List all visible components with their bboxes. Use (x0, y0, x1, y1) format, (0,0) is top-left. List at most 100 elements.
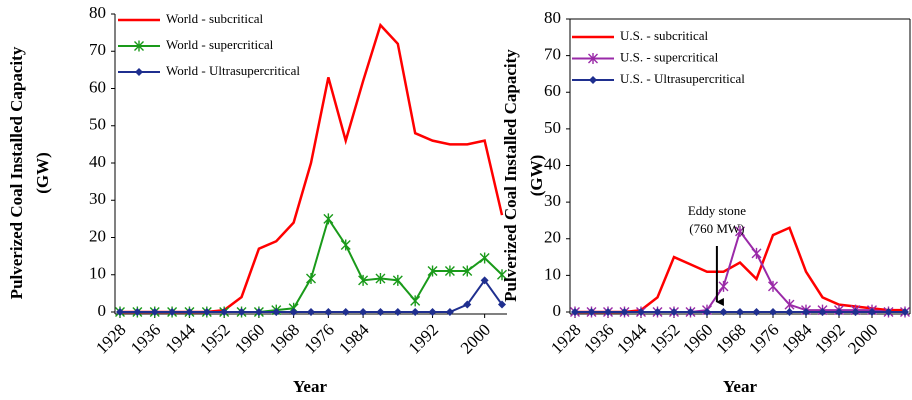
point (202, 308, 211, 316)
point (588, 53, 598, 64)
y-tick-label: 50 (89, 115, 106, 134)
x-tick-label: 2000 (844, 320, 881, 357)
point (272, 308, 281, 316)
point (168, 308, 177, 316)
point (480, 276, 489, 285)
point (637, 308, 645, 316)
legend-label: U.S. - Ultrasupercritical (620, 71, 745, 86)
series-line (120, 216, 503, 313)
point (768, 280, 778, 292)
x-tick-label: 1960 (679, 320, 716, 357)
x-tick-label: 1992 (405, 320, 442, 357)
point (901, 308, 909, 316)
point (392, 274, 403, 286)
point (150, 308, 159, 316)
x-tick-label: 1968 (712, 320, 749, 357)
legend-label: World - subcritical (166, 11, 264, 26)
legend-label: World - supercritical (166, 37, 274, 52)
x-tick-label: 1976 (745, 320, 782, 357)
point (254, 308, 263, 316)
point (393, 308, 402, 316)
point (307, 308, 315, 316)
point (479, 252, 490, 264)
point (498, 300, 506, 309)
point (670, 308, 678, 316)
annotation: (760 MW) (689, 221, 744, 236)
point (835, 308, 843, 316)
x-tick-label: 1928 (547, 320, 584, 357)
y-axis-title: (GW) (527, 155, 546, 197)
point (736, 308, 744, 316)
point (135, 68, 143, 76)
point (359, 308, 368, 316)
point (587, 308, 596, 316)
y-tick-label: 80 (544, 8, 561, 27)
point (375, 272, 386, 284)
point (769, 308, 777, 316)
y-axis-title: (GW) (33, 152, 52, 194)
x-tick-label: 1952 (196, 320, 233, 357)
y-tick-label: 0 (553, 301, 562, 320)
y-tick-label: 10 (544, 264, 561, 283)
point (802, 308, 810, 316)
point (604, 308, 612, 316)
y-tick-label: 10 (89, 264, 106, 283)
point (571, 308, 579, 316)
point (427, 265, 438, 277)
y-tick-label: 40 (544, 154, 561, 173)
legend-label: U.S. - subcritical (620, 28, 708, 43)
point (735, 225, 745, 237)
point (341, 308, 350, 316)
point (410, 295, 421, 307)
y-tick-label: 0 (98, 301, 107, 320)
point (358, 274, 369, 286)
point (428, 308, 437, 316)
y-tick-label: 80 (89, 3, 106, 22)
y-tick-label: 60 (89, 77, 106, 96)
x-tick-label: 1992 (811, 320, 848, 357)
y-tick-label: 30 (89, 189, 106, 208)
point (851, 308, 860, 316)
point (868, 308, 876, 316)
y-tick-label: 40 (89, 152, 106, 171)
y-tick-label: 20 (544, 228, 561, 247)
y-axis-title: Pulverized Coal Installed Capacity (7, 46, 26, 299)
x-tick-label: 1936 (580, 320, 617, 357)
annotation: Eddy stone (688, 203, 746, 218)
point (462, 265, 473, 277)
point (718, 280, 729, 292)
y-tick-label: 60 (544, 81, 561, 100)
x-tick-label: 1944 (162, 320, 200, 358)
point (237, 308, 246, 316)
x-tick-label: 2000 (457, 320, 494, 357)
point (818, 308, 827, 316)
y-tick-label: 20 (89, 226, 106, 245)
point (340, 239, 351, 251)
x-axis-title: Year (723, 377, 757, 396)
point (719, 308, 728, 316)
point (185, 308, 194, 316)
series-line (575, 226, 905, 314)
point (306, 272, 316, 284)
x-tick-label: 1984 (778, 320, 816, 358)
x-tick-label: 1976 (300, 320, 337, 357)
x-tick-label: 1928 (92, 320, 129, 357)
point (884, 308, 893, 316)
y-tick-label: 50 (544, 118, 561, 137)
series-line (120, 278, 503, 313)
legend-label: U.S. - supercritical (620, 49, 719, 64)
point (376, 308, 385, 316)
point (445, 308, 454, 316)
x-tick-label: 1944 (613, 320, 651, 358)
x-tick-label: 1960 (231, 320, 268, 357)
point (220, 308, 229, 316)
x-axis-title: Year (293, 377, 327, 396)
point (497, 269, 507, 281)
y-tick-label: 30 (544, 191, 561, 210)
legend-label: World - Ultrasupercritical (166, 63, 300, 78)
y-axis-title: Pulverized Coal Installed Capacity (501, 49, 520, 302)
point (686, 308, 695, 316)
x-tick-label: 1952 (646, 320, 683, 357)
x-tick-label: 1984 (335, 320, 373, 358)
